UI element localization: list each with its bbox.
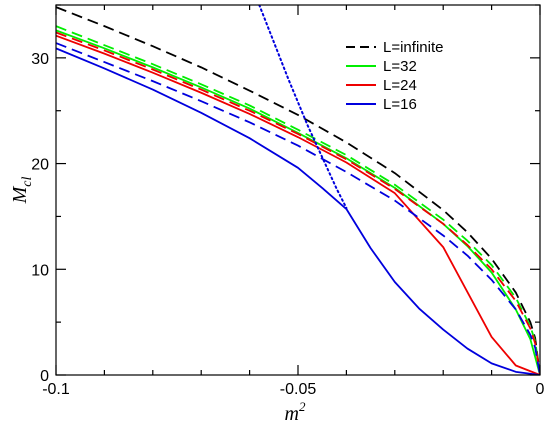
series-line-L24_dashed (56, 31, 540, 375)
legend-label: L=32 (383, 58, 417, 75)
legend-entry: L=infinite (346, 39, 443, 56)
ticks-layer (55, 4, 541, 376)
y-tick-label: 20 (31, 157, 49, 174)
series-line-L32_dashed (56, 25, 540, 375)
x-tick-label: 0 (536, 381, 545, 398)
y-tick-label: 30 (31, 51, 49, 68)
series-line-L16_dotted (258, 5, 348, 209)
series-line-L24_solid (56, 34, 540, 375)
y-axis-title-subscript: cl (20, 177, 35, 187)
series-line-L32_solid (56, 29, 540, 375)
series-layer (56, 5, 540, 375)
legend-label: L=24 (383, 77, 417, 94)
y-tick-label: 0 (40, 368, 49, 385)
series-line-L16_solid (56, 47, 540, 375)
legend-entry: L=24 (346, 77, 417, 94)
x-tick-label: -0.05 (280, 381, 317, 398)
legend-entry: L=32 (346, 58, 417, 75)
y-axis-title: Mcl (9, 177, 35, 205)
legend-label: L=infinite (383, 39, 443, 56)
x-axis-title-superscript: 2 (299, 399, 306, 414)
legend-label: L=16 (383, 96, 417, 113)
y-tick-label: 10 (31, 262, 49, 279)
x-axis-title: m2 (285, 399, 306, 425)
legend: L=infinite L=32 L=24 L=16 (346, 39, 443, 113)
series-line-inf_dashed (56, 6, 540, 375)
legend-entry: L=16 (346, 96, 417, 113)
x-tick-label: -0.1 (42, 381, 70, 398)
series-line-L16_dashed (56, 42, 540, 375)
tick-labels-layer: -0.1 -0.05 0 0 10 20 30 (31, 51, 544, 398)
